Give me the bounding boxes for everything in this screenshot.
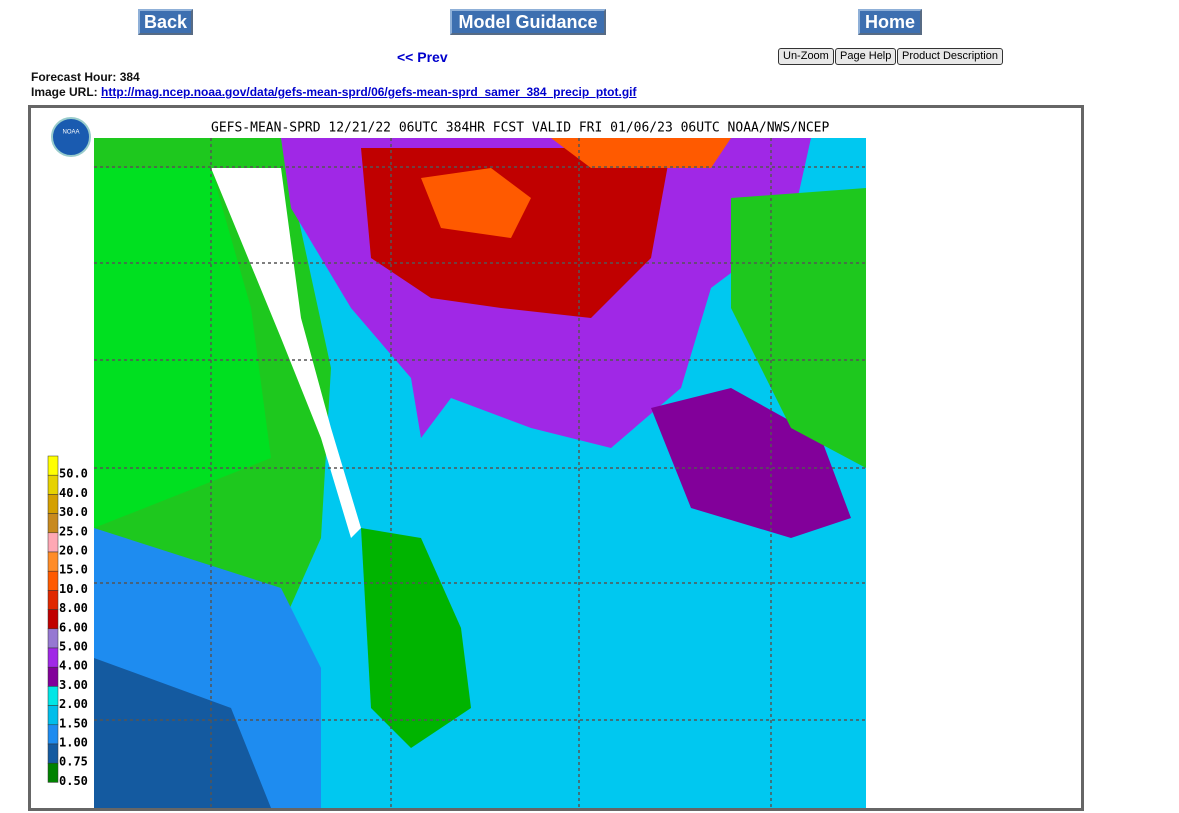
legend-label: 20.0 bbox=[59, 544, 88, 558]
legend-label: 0.75 bbox=[59, 755, 88, 769]
legend-swatch bbox=[47, 705, 59, 726]
legend-label: 5.00 bbox=[59, 640, 88, 654]
map-image: GEFS-MEAN-SPRD 12/21/22 06UTC 384HR FCST… bbox=[47, 117, 866, 813]
value: 384 bbox=[119, 70, 140, 84]
legend: 50.0 40.0 30.0 25.0 20.0 15.0 10.0 8.00 6.00 5.00… bbox=[47, 455, 88, 788]
logo-text: NOAA bbox=[62, 130, 79, 136]
page: Back Model Guidance Home << Prev Un-Zoom… bbox=[28, 9, 1084, 813]
legend-label: 50.0 bbox=[59, 467, 88, 481]
legend-label: 3.00 bbox=[59, 678, 88, 692]
legend-label: 0.50 bbox=[59, 774, 88, 788]
unzoom-button[interactable]: Un-Zoom bbox=[778, 48, 834, 65]
legend-label: 1.00 bbox=[59, 736, 88, 750]
map-frame: GEFS-MEAN-SPRD 12/21/22 06UTC 384HR FCST… bbox=[28, 105, 1084, 813]
home-button[interactable]: Home bbox=[858, 9, 922, 35]
legend-swatch bbox=[47, 513, 59, 534]
legend-swatch bbox=[47, 474, 59, 495]
legend-swatch bbox=[47, 570, 59, 591]
west-field-2 bbox=[94, 168, 271, 528]
legend-label: 6.00 bbox=[59, 620, 88, 634]
legend-label: 8.00 bbox=[59, 601, 88, 615]
legend-label: 1.50 bbox=[59, 716, 88, 730]
atlantic-purple bbox=[651, 388, 851, 538]
map-field bbox=[94, 138, 866, 813]
legend-swatch bbox=[47, 532, 59, 553]
legend-swatch bbox=[47, 494, 59, 514]
legend-label: 25.0 bbox=[59, 524, 88, 538]
page-help-button[interactable]: Page Help bbox=[835, 48, 897, 65]
map-title: GEFS-MEAN-SPRD 12/21/22 06UTC 384HR FCST… bbox=[211, 121, 829, 136]
image-url: Image URL: http://mag.ncep.noaa.gov/data… bbox=[31, 85, 637, 99]
legend-label: 2.00 bbox=[59, 697, 88, 711]
east-green bbox=[731, 188, 866, 468]
legend-swatch bbox=[47, 455, 59, 476]
grid bbox=[94, 138, 866, 808]
legend-swatch bbox=[47, 609, 59, 630]
legend-label: 40.0 bbox=[59, 486, 88, 500]
label: Forecast Hour: bbox=[31, 70, 117, 84]
forecast-hour: Forecast Hour: 384 bbox=[31, 70, 140, 84]
legend-swatch bbox=[47, 666, 59, 687]
south-dark bbox=[94, 658, 271, 808]
product-description-button[interactable]: Product Description bbox=[897, 48, 1003, 65]
label: Image URL: bbox=[31, 85, 98, 99]
legend-swatch bbox=[47, 762, 59, 783]
model-guidance-button[interactable]: Model Guidance bbox=[450, 9, 606, 35]
legend-swatch bbox=[47, 551, 59, 572]
north-orange bbox=[551, 138, 731, 168]
back-button[interactable]: Back bbox=[138, 9, 193, 35]
legend-swatch bbox=[47, 590, 59, 610]
legend-label: 15.0 bbox=[59, 563, 88, 577]
legend-swatch bbox=[47, 628, 59, 649]
legend-swatch bbox=[47, 743, 59, 764]
url-link[interactable]: http://mag.ncep.noaa.gov/data/gefs-mean-… bbox=[101, 85, 637, 99]
legend-label: 4.00 bbox=[59, 659, 88, 673]
logo bbox=[51, 117, 91, 157]
legend-swatch bbox=[47, 647, 59, 668]
prev-link[interactable]: << Prev bbox=[397, 49, 448, 65]
legend-swatch bbox=[47, 686, 59, 706]
brazil-orange bbox=[421, 168, 531, 238]
dry-strip bbox=[211, 168, 361, 538]
legend-label: 30.0 bbox=[59, 505, 88, 519]
legend-label: 10.0 bbox=[59, 582, 88, 596]
legend-swatch bbox=[47, 724, 59, 745]
